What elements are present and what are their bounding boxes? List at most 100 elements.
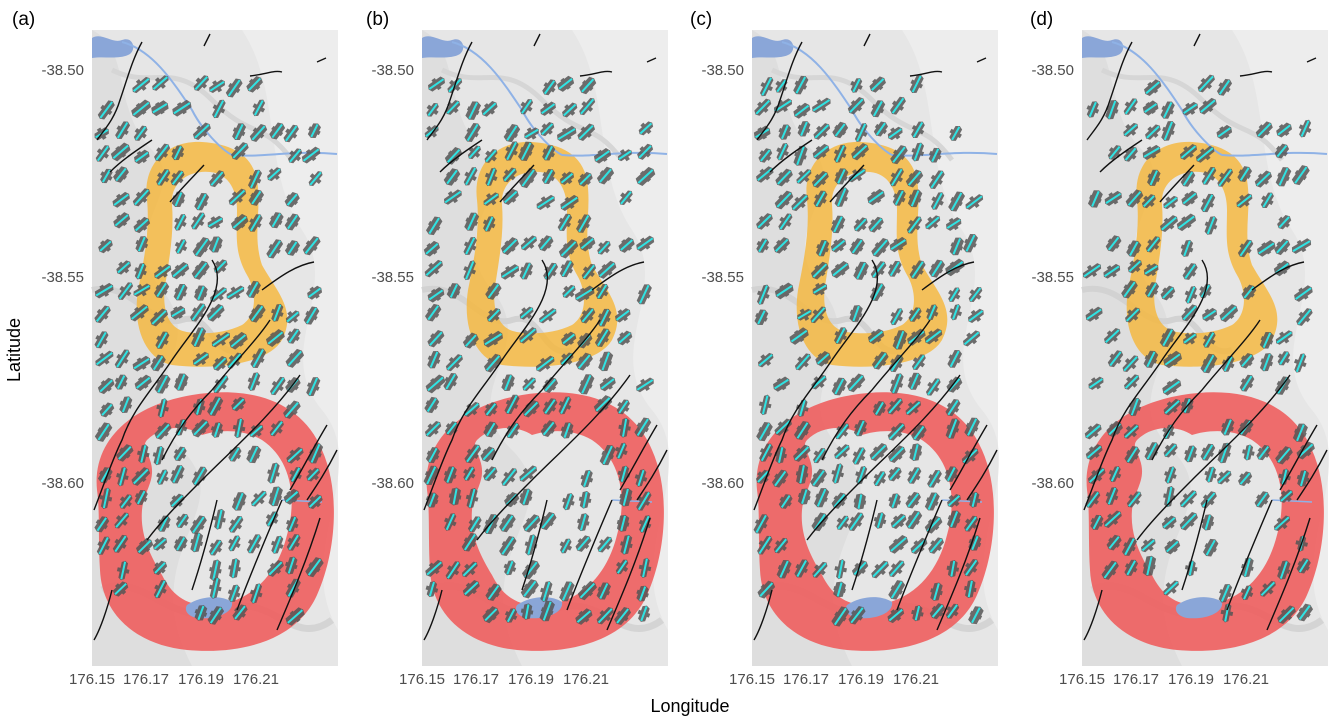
rose-diagram-marker: [810, 468, 828, 488]
rose-diagram-marker: [812, 143, 830, 160]
rose-diagram-marker: [755, 469, 770, 484]
rose-diagram-marker: [1241, 557, 1254, 578]
rose-diagram-marker: [907, 189, 923, 208]
rose-diagram-marker: [873, 512, 887, 529]
y-axis-c: -38.50 -38.55 -38.60: [701, 62, 744, 492]
x-tick-label: 176.17: [783, 671, 829, 688]
rose-diagram-marker: [249, 124, 268, 142]
rose-diagram-marker: [928, 147, 942, 163]
rose-diagram-marker: [191, 260, 210, 280]
rose-diagram-marker: [1105, 487, 1119, 506]
rose-diagram-marker: [778, 124, 792, 140]
rose-diagram-marker: [1239, 374, 1255, 392]
rose-diagram-marker: [1259, 353, 1274, 372]
rose-diagram-marker: [94, 422, 113, 442]
rose-diagram-marker: [518, 141, 535, 162]
rose-diagram-marker: [207, 215, 223, 229]
rose-diagram-marker: [226, 285, 245, 300]
rose-diagram-marker: [247, 169, 263, 189]
rose-diagram-marker: [1163, 580, 1179, 596]
rose-diagram-marker: [905, 510, 923, 530]
y-tick-label: -38.60: [1031, 475, 1074, 492]
rose-diagram-marker: [1275, 446, 1293, 465]
rose-diagram-marker: [561, 331, 577, 347]
rose-diagram-marker: [962, 330, 981, 347]
rose-diagram-marker: [286, 534, 301, 551]
rose-diagram-marker: [870, 100, 886, 118]
rose-diagram-marker: [968, 535, 982, 551]
rose-diagram-marker: [910, 537, 928, 555]
x-tick-label: 176.19: [508, 671, 554, 688]
rose-diagram-marker: [94, 331, 109, 349]
rose-diagram-marker: [1294, 285, 1313, 302]
rose-diagram-marker: [578, 374, 595, 395]
rose-diagram-marker: [756, 421, 773, 442]
rose-diagram-marker: [116, 444, 134, 462]
rose-diagram-marker: [152, 537, 168, 551]
rose-diagram-marker: [853, 217, 868, 232]
y-tick-label: -38.55: [41, 269, 84, 286]
rose-diagram-marker: [462, 332, 479, 349]
x-axis-title: Longitude: [650, 696, 729, 716]
rose-diagram-marker: [289, 467, 302, 483]
rose-diagram-marker: [208, 236, 223, 253]
rose-diagram-marker: [1108, 466, 1122, 483]
rose-diagram-marker: [852, 447, 866, 465]
rose-diagram-marker: [1143, 350, 1159, 368]
rose-diagram-marker: [887, 466, 902, 482]
rose-diagram-marker: [871, 237, 890, 258]
rose-diagram-marker: [851, 143, 869, 161]
rose-diagram-marker: [174, 239, 188, 254]
rose-diagram-marker: [928, 170, 945, 190]
rose-diagram-marker: [872, 400, 887, 416]
rose-diagram-marker: [813, 190, 828, 208]
rose-diagram-marker: [208, 539, 223, 556]
rose-diagram-marker: [616, 514, 630, 532]
rose-diagram-marker: [270, 303, 284, 322]
rose-diagram-marker: [463, 260, 477, 281]
rose-diagram-marker: [541, 168, 556, 185]
rose-diagram-marker: [635, 166, 656, 186]
rose-diagram-marker: [172, 99, 192, 117]
rose-diagram-marker: [1123, 98, 1138, 115]
rose-diagram-marker: [98, 238, 113, 254]
rose-diagram-marker: [830, 238, 847, 253]
rose-diagram-marker: [928, 259, 946, 278]
rose-diagram-marker: [1240, 585, 1254, 601]
x-tick-label: 176.21: [563, 671, 609, 688]
rose-diagram-marker: [1121, 537, 1138, 556]
rose-diagram-marker: [445, 561, 461, 580]
rose-diagram-marker: [486, 308, 502, 323]
rose-diagram-marker: [873, 471, 887, 487]
rose-diagram-marker: [462, 580, 480, 597]
rose-diagram-marker: [905, 169, 924, 188]
rose-diagram-marker: [1291, 238, 1312, 254]
rose-diagram-marker: [1179, 144, 1198, 160]
rose-diagram-marker: [249, 424, 264, 438]
rose-diagram-marker: [949, 125, 963, 141]
rose-diagram-marker: [1122, 355, 1139, 373]
rose-diagram-marker: [131, 467, 151, 486]
rose-diagram-marker: [636, 491, 652, 511]
rose-diagram-marker: [119, 396, 133, 413]
rose-diagram-marker: [911, 605, 924, 622]
rose-diagram-marker: [759, 76, 774, 97]
rose-diagram-marker: [117, 282, 134, 300]
rose-diagram-marker: [1202, 538, 1219, 557]
rose-diagram-marker: [129, 304, 149, 322]
rose-diagram-marker: [1242, 444, 1255, 461]
rose-diagram-marker: [634, 469, 648, 487]
rose-diagram-marker: [461, 561, 478, 578]
rose-diagram-marker: [911, 142, 925, 162]
rose-diagram-marker: [228, 188, 247, 206]
y-axis-d: -38.50 -38.55 -38.60: [1031, 62, 1074, 492]
rose-diagram-marker: [305, 557, 324, 578]
rose-diagram-marker: [1162, 378, 1182, 396]
rose-diagram-marker: [535, 355, 555, 372]
rose-diagram-marker: [152, 75, 169, 91]
rose-diagram-marker: [173, 446, 187, 462]
rose-diagram-marker: [925, 215, 941, 230]
rose-diagram-marker: [1195, 145, 1215, 163]
rose-diagram-marker: [1103, 510, 1122, 528]
rose-diagram-marker: [446, 283, 462, 299]
